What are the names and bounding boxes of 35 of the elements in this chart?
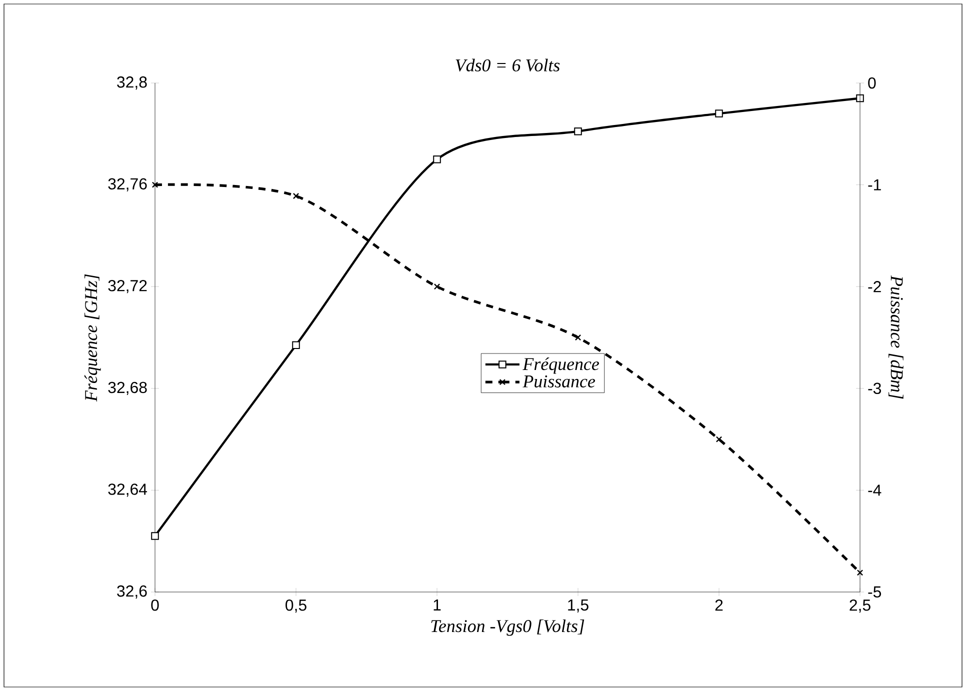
point — [574, 127, 582, 136]
y2-tick-label: -3 — [868, 382, 881, 394]
point — [434, 283, 440, 290]
y2-tick-label: -4 — [868, 484, 882, 496]
x-tick-label: 2,5 — [850, 600, 870, 613]
point — [433, 155, 441, 164]
y-tick-label: 32,6 — [117, 585, 147, 599]
y2-tick-label: -1 — [868, 179, 881, 190]
point — [292, 341, 300, 350]
x-tick-label: 0 — [151, 600, 159, 611]
point — [292, 192, 300, 200]
legend-label: Fréquence — [522, 357, 600, 374]
x-tick-label: 1,5 — [568, 600, 588, 612]
y-axis-title: Fréquence [GHz] — [84, 274, 101, 402]
point — [152, 182, 158, 188]
y-tick-label: 32,72 — [108, 280, 147, 294]
point — [856, 570, 864, 576]
y2-tick-label: -5 — [868, 586, 882, 598]
y2-axis-title: Puissance [dBm] — [888, 275, 904, 399]
point — [716, 436, 722, 442]
x-tick-label: 2 — [715, 600, 723, 611]
y2-tick-label: -2 — [868, 281, 881, 292]
x-axis-title: Tension -Vgs0 [Volts] — [431, 620, 584, 636]
legend-label: Puissance — [522, 375, 596, 388]
x-tick-label: 0,5 — [286, 600, 306, 613]
point — [574, 334, 582, 341]
y-tick-label: 32,8 — [117, 76, 147, 90]
y-tick-label: 32,64 — [108, 484, 148, 497]
point — [151, 532, 159, 540]
chart-title: Vds0 = 6 Volts — [456, 58, 560, 72]
y-tick-label: 32,76 — [108, 178, 147, 192]
point — [715, 110, 723, 118]
x-tick-label: 1 — [434, 600, 441, 610]
y2-tick-label: 0 — [868, 77, 876, 89]
y-tick-label: 32,68 — [108, 382, 147, 395]
